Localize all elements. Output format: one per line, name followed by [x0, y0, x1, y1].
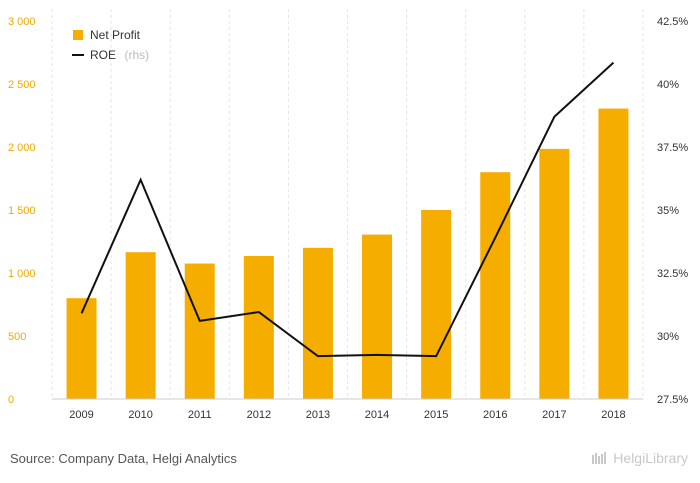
legend-swatch-net-profit — [73, 30, 83, 40]
x-tick-label: 2010 — [128, 409, 152, 421]
x-tick-label: 2009 — [69, 409, 93, 421]
legend-label-roe-suffix: (rhs) — [124, 48, 149, 62]
bar-2011 — [184, 263, 215, 399]
bar-2016 — [480, 172, 511, 399]
left-tick-label: 500 — [8, 331, 26, 343]
chart: 0 500 1 000 1 500 2 000 2 500 3 000 27.5% 30% 32.… — [8, 9, 688, 421]
x-tick-label: 2018 — [601, 409, 625, 421]
source-note: Source: Company Data, Helgi Analytics — [10, 451, 237, 466]
right-tick-label: 27.5% — [657, 394, 688, 406]
x-tick-label: 2012 — [247, 409, 271, 421]
left-tick-label: 3 000 — [8, 16, 36, 28]
roe-line-series — [80, 61, 615, 358]
x-tick-label: 2015 — [424, 409, 448, 421]
roe-line — [80, 61, 615, 358]
bar-2013 — [302, 247, 333, 399]
legend: Net Profit ROE (rhs) — [72, 28, 149, 63]
left-tick-label: 1 500 — [8, 205, 36, 217]
left-tick-label: 2 000 — [8, 142, 36, 154]
right-tick-label: 37.5% — [657, 142, 688, 154]
right-tick-label: 35% — [657, 205, 679, 217]
bar-2012 — [243, 255, 274, 399]
axes: 0 500 1 000 1 500 2 000 2 500 3 000 27.5% 30% 32.… — [8, 16, 688, 421]
brand-name: HelgiLibrary — [613, 450, 688, 466]
bar-series — [66, 108, 629, 399]
x-tick-label: 2013 — [306, 409, 330, 421]
right-tick-label: 32.5% — [657, 268, 688, 280]
bar-2017 — [539, 148, 570, 399]
left-tick-label: 1 000 — [8, 268, 36, 280]
legend-label-net-profit: Net Profit — [90, 28, 141, 42]
left-tick-label: 0 — [8, 394, 14, 406]
bar-2014 — [362, 234, 393, 399]
legend-label-roe-name: ROE — [90, 48, 116, 62]
left-tick-label: 2 500 — [8, 79, 36, 91]
bar-2015 — [421, 210, 452, 399]
x-tick-label: 2017 — [542, 409, 566, 421]
legend-label-roe: ROE (rhs) — [90, 46, 149, 63]
brand-logo: HelgiLibrary — [591, 450, 688, 466]
library-icon — [592, 452, 607, 464]
x-tick-label: 2011 — [188, 409, 212, 421]
bar-2010 — [125, 252, 156, 399]
x-tick-label: 2014 — [365, 409, 389, 421]
right-tick-label: 42.5% — [657, 16, 688, 28]
bar-2009 — [66, 298, 97, 399]
x-tick-label: 2016 — [483, 409, 507, 421]
right-tick-label: 30% — [657, 331, 679, 343]
bar-2018 — [598, 108, 629, 399]
right-tick-label: 40% — [657, 79, 679, 91]
